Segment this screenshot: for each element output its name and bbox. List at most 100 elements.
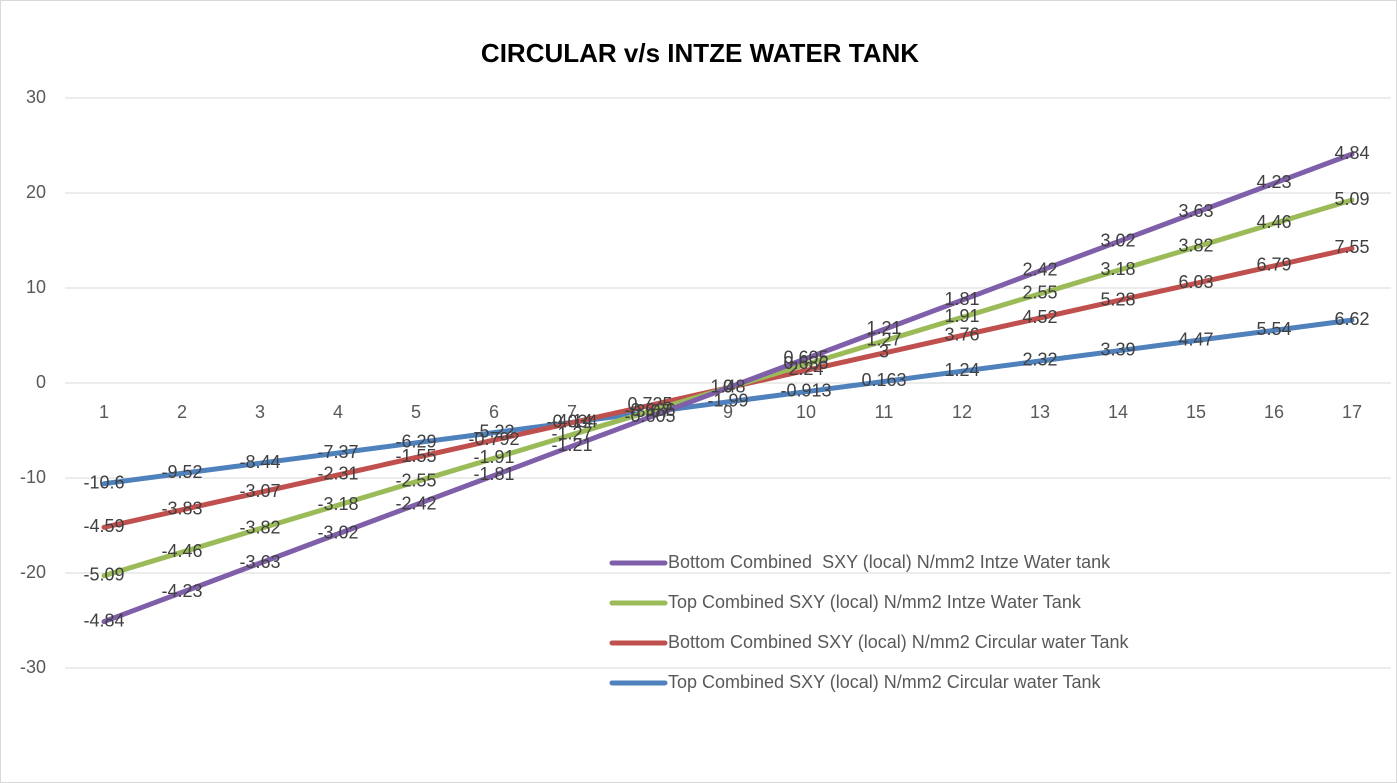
x-tick-label: 15 xyxy=(1186,402,1206,422)
data-label: -0.636 xyxy=(624,400,675,420)
x-tick-label: 14 xyxy=(1108,402,1128,422)
data-label: 3.02 xyxy=(1100,230,1135,250)
x-tick-label: 13 xyxy=(1030,402,1050,422)
data-label: 0.605 xyxy=(783,347,828,367)
data-label: 0 xyxy=(723,377,733,397)
data-label: 3.18 xyxy=(1100,259,1135,279)
data-label: -7.37 xyxy=(317,442,358,462)
x-tick-label: 2 xyxy=(177,402,187,422)
y-tick-label: 20 xyxy=(26,182,46,202)
data-label: -4.23 xyxy=(161,581,202,601)
data-label: 6.03 xyxy=(1178,272,1213,292)
data-label: -2.55 xyxy=(395,470,436,490)
data-label: 3.82 xyxy=(1178,236,1213,256)
y-tick-label: 10 xyxy=(26,277,46,297)
data-label: 3.39 xyxy=(1100,340,1135,360)
data-label: 0 xyxy=(723,377,733,397)
legend-label: Bottom Combined SXY (local) N/mm2 Circul… xyxy=(668,632,1129,652)
data-label: -3.07 xyxy=(239,481,280,501)
data-label: -4.59 xyxy=(83,516,124,536)
x-tick-label: 5 xyxy=(411,402,421,422)
data-label: 2.32 xyxy=(1022,350,1057,370)
data-label: 3.63 xyxy=(1178,201,1213,221)
data-label: 6.62 xyxy=(1334,309,1369,329)
series-line xyxy=(101,151,1355,625)
data-label: -3.07 xyxy=(629,401,670,421)
data-label: 4.23 xyxy=(1256,172,1291,192)
data-label: -5.22 xyxy=(473,421,514,441)
data-label: -0.605 xyxy=(624,406,675,426)
data-label: -1.81 xyxy=(473,464,514,484)
data-label: 2.55 xyxy=(1022,283,1057,303)
x-tick-label: 6 xyxy=(489,402,499,422)
data-label: -5.09 xyxy=(83,564,124,584)
data-label: 3.76 xyxy=(944,324,979,344)
data-label: 1.91 xyxy=(944,306,979,326)
data-label: -3.82 xyxy=(239,517,280,537)
data-label: -3.18 xyxy=(317,494,358,514)
data-label: 1.81 xyxy=(944,289,979,309)
y-tick-label: -10 xyxy=(20,467,46,487)
data-label: -4.84 xyxy=(83,610,124,630)
data-label: -1.99 xyxy=(707,391,748,411)
y-tick-label: -30 xyxy=(20,657,46,677)
data-label: 5.54 xyxy=(1256,319,1291,339)
x-tick-label: 7 xyxy=(567,402,577,422)
data-label: 2.24 xyxy=(788,359,823,379)
data-label: 5.28 xyxy=(1100,289,1135,309)
data-label: 0.163 xyxy=(861,370,906,390)
legend-label: Top Combined SXY (local) N/mm2 Intze Wat… xyxy=(668,592,1082,612)
data-label: 4.52 xyxy=(1022,307,1057,327)
series-line xyxy=(101,317,1355,487)
data-label: 2.42 xyxy=(1022,260,1057,280)
data-label: 4.47 xyxy=(1178,329,1213,349)
data-label: 1.21 xyxy=(866,318,901,338)
data-label: -1.91 xyxy=(473,447,514,467)
data-label: -4.46 xyxy=(161,541,202,561)
data-label: 7.55 xyxy=(1334,237,1369,257)
data-label: 1.48 xyxy=(710,377,745,397)
chart-title: CIRCULAR v/s INTZE WATER TANK xyxy=(481,38,919,68)
data-label: 5.09 xyxy=(1334,189,1369,209)
data-label: -6.29 xyxy=(395,432,436,452)
data-label: -2.31 xyxy=(317,464,358,484)
data-label: -0.034 xyxy=(546,411,597,431)
legend-label: Top Combined SXY (local) N/mm2 Circular … xyxy=(668,672,1101,692)
data-label: 0.725 xyxy=(627,394,672,414)
data-label: 0.636 xyxy=(783,353,828,373)
x-tick-label: 17 xyxy=(1342,402,1362,422)
data-label: -8.44 xyxy=(239,452,280,472)
data-label: -3.02 xyxy=(317,523,358,543)
data-label: 4.46 xyxy=(1256,212,1291,232)
y-tick-label: 30 xyxy=(26,87,46,107)
data-label: -2.42 xyxy=(395,493,436,513)
x-tick-label: 16 xyxy=(1264,402,1284,422)
y-tick-label: 0 xyxy=(36,372,46,392)
data-label: -1.21 xyxy=(551,435,592,455)
data-label: -0.792 xyxy=(468,429,519,449)
x-tick-label: 3 xyxy=(255,402,265,422)
data-label: 3 xyxy=(879,342,889,362)
data-label: 4.84 xyxy=(1334,143,1369,163)
data-label: -0.913 xyxy=(780,380,831,400)
data-label: -3.83 xyxy=(161,499,202,519)
data-label: -1.27 xyxy=(551,423,592,443)
x-tick-label: 12 xyxy=(952,402,972,422)
x-tick-label: 1 xyxy=(99,402,109,422)
y-tick-label: -20 xyxy=(20,562,46,582)
data-label: -3.63 xyxy=(239,552,280,572)
x-tick-label: 10 xyxy=(796,402,816,422)
data-label: -1.55 xyxy=(395,446,436,466)
data-label: 1.24 xyxy=(944,360,979,380)
x-tick-label: 4 xyxy=(333,402,343,422)
legend-label: Bottom Combined SXY (local) N/mm2 Intze … xyxy=(668,552,1111,572)
data-label: -4.14 xyxy=(551,411,592,431)
data-label: -10.6 xyxy=(83,472,124,492)
data-label: -9.52 xyxy=(161,462,202,482)
x-tick-label: 9 xyxy=(723,402,733,422)
data-label: 1.27 xyxy=(866,330,901,350)
data-label: 6.79 xyxy=(1256,255,1291,275)
x-tick-label: 11 xyxy=(875,402,894,422)
